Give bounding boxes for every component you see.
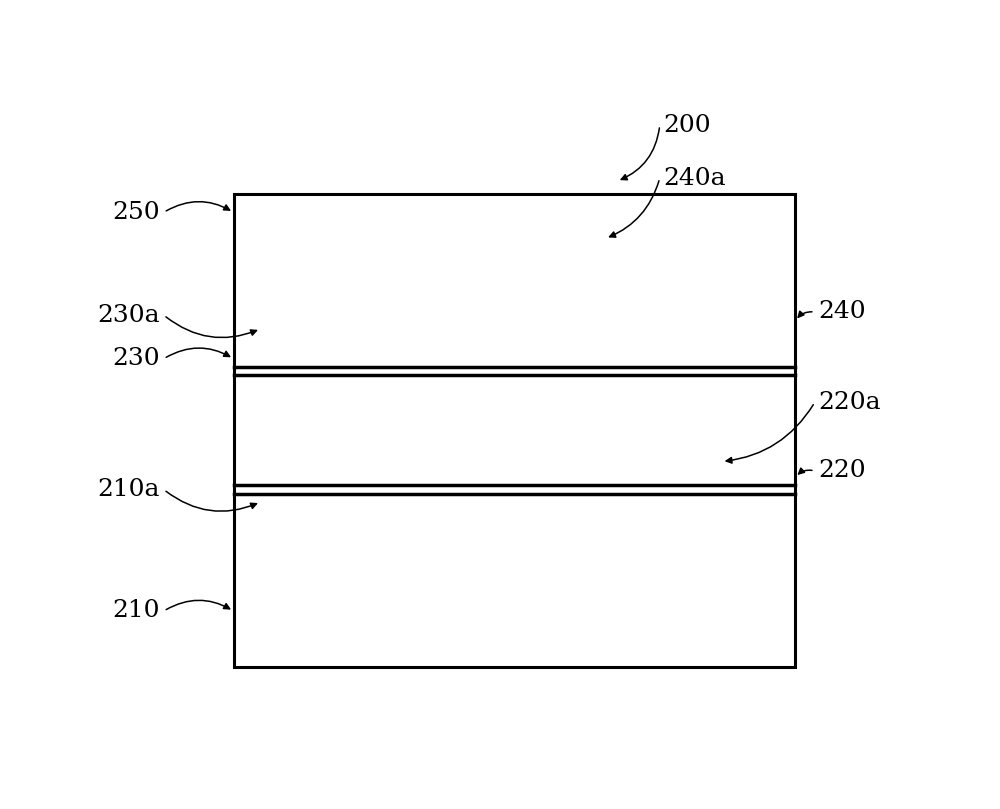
FancyArrowPatch shape: [799, 468, 812, 474]
Text: 230: 230: [112, 347, 160, 371]
Bar: [234, 193, 795, 667]
Text: 240a: 240a: [664, 167, 726, 189]
FancyArrowPatch shape: [621, 128, 659, 180]
FancyArrowPatch shape: [726, 404, 813, 463]
FancyArrowPatch shape: [166, 201, 230, 211]
Text: 220a: 220a: [819, 391, 881, 414]
FancyArrowPatch shape: [610, 180, 659, 237]
FancyArrowPatch shape: [798, 311, 812, 317]
Text: 210a: 210a: [97, 478, 160, 501]
FancyArrowPatch shape: [166, 348, 230, 358]
FancyArrowPatch shape: [166, 317, 256, 337]
Text: 220: 220: [819, 460, 866, 482]
Text: 210: 210: [112, 599, 160, 622]
Text: 240: 240: [819, 300, 866, 324]
Text: 200: 200: [664, 113, 711, 137]
Text: 230a: 230a: [97, 303, 160, 327]
FancyArrowPatch shape: [166, 491, 256, 511]
Text: 250: 250: [112, 201, 160, 224]
FancyArrowPatch shape: [166, 600, 230, 610]
